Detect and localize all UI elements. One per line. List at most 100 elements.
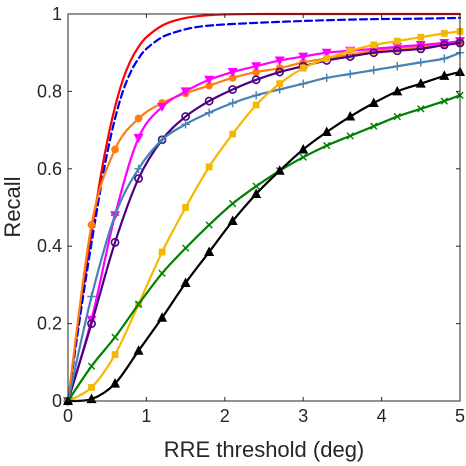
data-point [229, 130, 237, 138]
x-tick-label: 5 [455, 406, 465, 426]
data-point [439, 39, 450, 49]
data-point [299, 64, 307, 72]
data-point [298, 52, 309, 62]
y-tick-label: 0 [52, 391, 62, 411]
data-point [274, 56, 285, 66]
data-point [87, 292, 96, 301]
data-point [440, 29, 448, 37]
data-point [157, 312, 168, 322]
y-tick-label: 1 [52, 4, 62, 24]
data-point [180, 87, 191, 97]
data-point [110, 211, 120, 220]
data-point [369, 65, 378, 75]
y-axis-ticks: 0 0.2 0.4 0.6 0.8 1 [37, 4, 460, 411]
data-point [88, 384, 95, 391]
data-point [368, 97, 379, 108]
data-point [439, 40, 449, 50]
data-point [298, 143, 309, 154]
plot-background [68, 14, 460, 401]
x-axis-label: RRE threshold (deg) [164, 437, 365, 462]
data-point [133, 345, 144, 355]
data-point [204, 246, 215, 257]
data-point [228, 98, 237, 108]
data-point [393, 112, 401, 121]
data-point [111, 333, 119, 341]
data-point [181, 120, 190, 129]
series-line [66, 16, 462, 403]
data-point [133, 133, 144, 143]
plot-area [63, 12, 465, 406]
data-point [276, 80, 284, 88]
data-point [134, 300, 143, 308]
data-point [158, 248, 166, 256]
data-point [157, 102, 168, 112]
data-point [181, 244, 190, 252]
series-line [66, 41, 462, 403]
data-point [392, 85, 403, 96]
y-tick-label: 0.2 [37, 314, 62, 334]
y-tick-label: 0.6 [37, 159, 62, 179]
data-point [322, 73, 331, 83]
data-point [346, 132, 354, 140]
x-tick-label: 3 [298, 406, 308, 426]
data-point [393, 37, 401, 45]
data-point [346, 47, 354, 55]
data-point [228, 85, 238, 94]
data-point [275, 67, 285, 77]
series-7 [64, 91, 464, 405]
data-point [158, 269, 166, 277]
data-point [87, 319, 96, 328]
data-point [439, 70, 450, 80]
data-point [393, 62, 402, 71]
data-point [299, 79, 308, 88]
data-point [251, 75, 261, 85]
x-tick-label: 4 [377, 406, 387, 426]
data-point [110, 237, 120, 247]
data-point [252, 182, 260, 190]
x-tick-label: 0 [63, 406, 73, 426]
data-point [416, 58, 425, 67]
data-point [369, 48, 379, 58]
data-point [205, 221, 213, 229]
data-point [228, 199, 237, 208]
data-point [417, 33, 425, 41]
data-point [321, 126, 332, 137]
data-point [252, 101, 260, 109]
data-point [111, 145, 119, 154]
series-1 [66, 16, 462, 403]
series-layer [63, 12, 465, 406]
data-point [227, 215, 238, 226]
y-tick-label: 0.8 [37, 81, 62, 101]
x-axis-ticks: 0 1 2 3 4 5 [63, 14, 465, 426]
y-axis-label: Recall [0, 176, 25, 237]
data-point [440, 97, 449, 105]
data-point [440, 54, 449, 63]
data-point [321, 48, 332, 58]
data-point [323, 55, 331, 62]
x-tick-label: 1 [141, 406, 151, 426]
data-point [180, 277, 191, 287]
data-point [110, 378, 121, 388]
data-point [204, 96, 214, 106]
data-point [251, 91, 261, 100]
data-point [415, 78, 426, 88]
data-point [87, 221, 96, 229]
data-point [392, 46, 402, 56]
data-point [111, 351, 119, 358]
data-point [299, 153, 307, 161]
data-point [205, 163, 213, 171]
data-point [204, 108, 214, 117]
axes-box [67, 13, 461, 402]
data-point [182, 204, 189, 211]
data-point [346, 69, 355, 79]
data-point [251, 62, 262, 72]
data-point [416, 44, 426, 54]
data-point [274, 165, 285, 175]
data-point [370, 41, 378, 49]
data-point [251, 188, 262, 198]
data-point [227, 68, 238, 78]
data-point [370, 122, 378, 130]
data-point [134, 114, 143, 123]
y-tick-label: 0.4 [37, 236, 62, 256]
